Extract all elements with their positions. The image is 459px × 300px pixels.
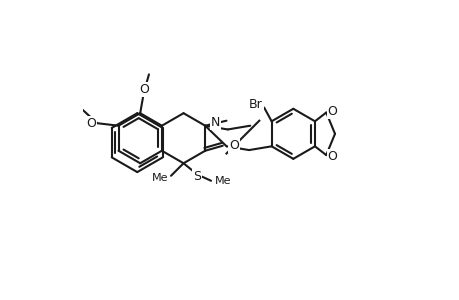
Text: O: O xyxy=(139,83,149,96)
Text: N: N xyxy=(210,116,219,129)
Text: Br: Br xyxy=(248,98,262,111)
Text: Me: Me xyxy=(151,173,168,183)
Text: Me: Me xyxy=(214,176,230,186)
Text: O: O xyxy=(327,150,337,163)
Text: O: O xyxy=(229,139,239,152)
Text: O: O xyxy=(327,105,337,118)
Text: S: S xyxy=(193,170,201,183)
Text: O: O xyxy=(86,117,95,130)
